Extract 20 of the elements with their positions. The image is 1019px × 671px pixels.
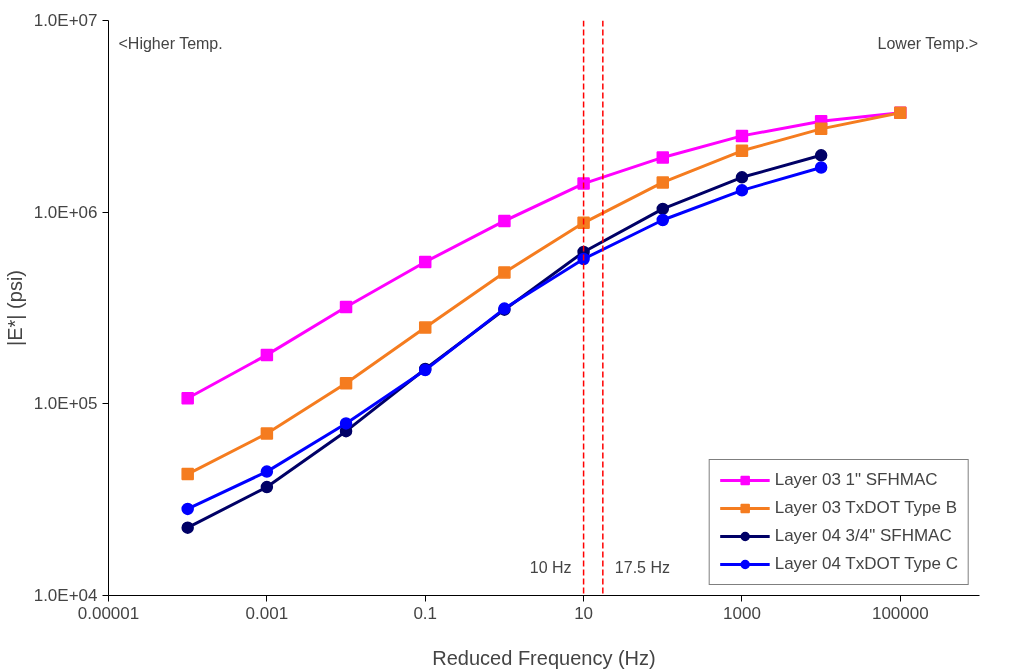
- ref-line-label: 17.5 Hz: [614, 558, 670, 576]
- legend-label: Layer 03 1" SFHMAC: [774, 470, 938, 490]
- y-tick-label: 1.0E+07: [33, 11, 98, 30]
- legend-label: Layer 04 TxDOT Type C: [774, 554, 958, 574]
- y-tick-label: 1.0E+05: [33, 394, 98, 414]
- x-axis-title: Reduced Frequency (Hz): [432, 646, 656, 669]
- x-tick-label: 100000: [871, 603, 929, 623]
- x-tick-label: 10: [574, 603, 594, 623]
- x-tick-label: 0.1: [413, 603, 438, 623]
- legend-label: Layer 04 3/4" SFHMAC: [774, 526, 952, 546]
- annotation: <Higher Temp.: [118, 34, 223, 52]
- x-tick-label: 0.00001: [77, 603, 140, 623]
- legend-label: Layer 03 TxDOT Type B: [774, 498, 958, 518]
- y-tick-label: 1.0E+04: [33, 586, 98, 605]
- ref-line-label: 10 Hz: [529, 558, 572, 576]
- x-tick-label: 1000: [723, 603, 761, 623]
- x-tick-label: 0.001: [245, 603, 289, 623]
- y-tick-label: 1.0E+06: [33, 202, 98, 222]
- y-axis-title: |E*| (psi): [3, 270, 26, 346]
- annotation: Lower Temp.>: [877, 34, 979, 52]
